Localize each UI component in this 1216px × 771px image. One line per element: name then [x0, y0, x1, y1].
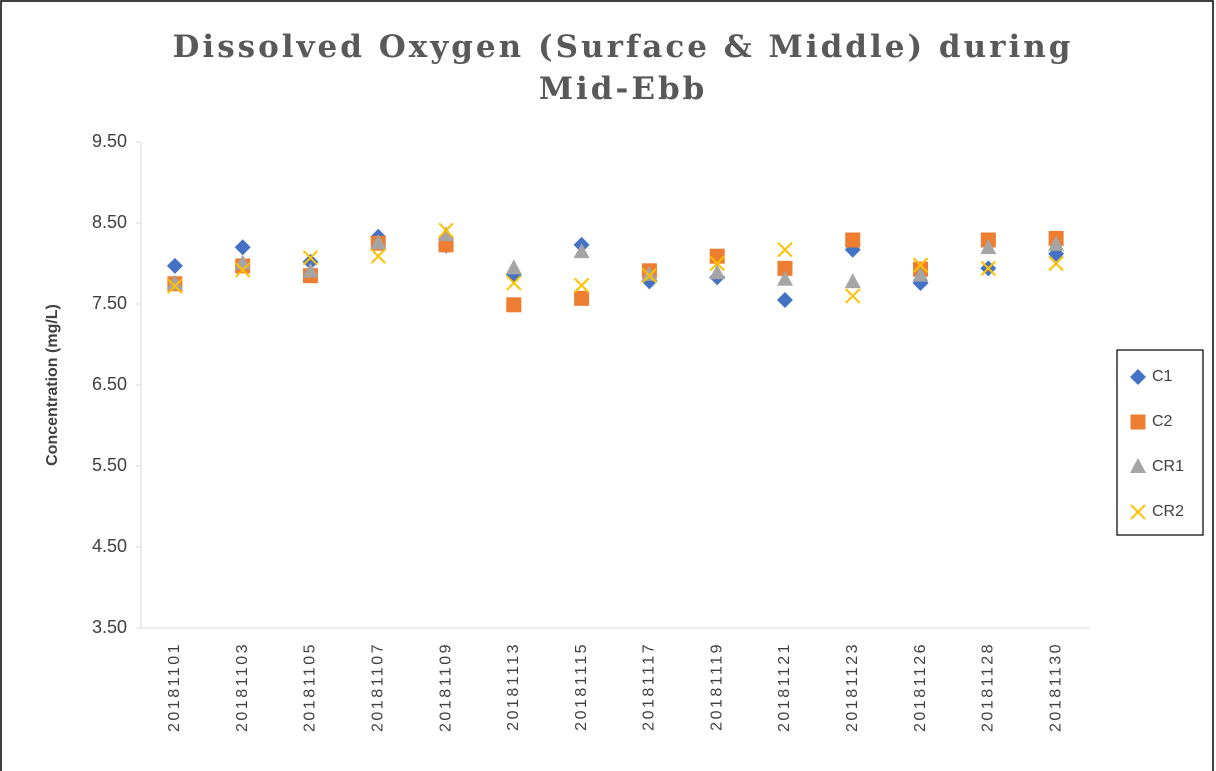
legend-label: CR1	[1152, 458, 1184, 475]
y-tick-label: 6.50	[92, 374, 127, 394]
x-tick-label: 20181113	[505, 642, 522, 731]
x-tick-label: 20181121	[776, 642, 793, 732]
y-tick-label: 8.50	[92, 212, 127, 232]
marker	[166, 274, 183, 290]
marker	[166, 257, 183, 274]
marker	[573, 243, 590, 259]
marker	[302, 253, 319, 270]
x-tick-label: 20181107	[369, 642, 386, 732]
marker	[370, 248, 386, 264]
marker	[234, 262, 251, 278]
marker	[776, 270, 793, 286]
legend-label: CR2	[1152, 503, 1184, 520]
x-tick-label: 20181115	[573, 642, 590, 731]
legend-label: C1	[1152, 368, 1173, 385]
marker	[438, 226, 455, 242]
marker	[370, 234, 387, 250]
marker	[573, 277, 590, 294]
y-axis-label: Concentration (mg/L)	[44, 304, 61, 466]
marker	[506, 297, 522, 313]
marker	[641, 265, 658, 281]
legend-box	[1116, 349, 1204, 536]
legend-marker	[1130, 414, 1146, 430]
marker	[1048, 255, 1064, 272]
marker	[845, 288, 861, 304]
marker	[167, 278, 183, 294]
marker	[912, 257, 929, 273]
marker	[506, 275, 522, 291]
y-tick-label: 9.50	[92, 131, 127, 151]
marker	[777, 242, 793, 258]
legend-marker	[1130, 458, 1146, 473]
x-tick-label: 20181123	[844, 642, 861, 732]
x-tick-label: 20181126	[912, 642, 929, 732]
x-tick-label: 20181128	[980, 642, 997, 732]
marker	[980, 260, 997, 277]
x-tick-label: 20181101	[166, 642, 183, 732]
x-tick-label: 20181130	[1047, 642, 1064, 732]
marker	[1048, 235, 1065, 251]
legend-marker	[1130, 369, 1146, 385]
y-tick-label: 3.50	[92, 617, 127, 637]
marker	[709, 255, 725, 272]
marker	[844, 273, 861, 289]
y-tick-label: 4.50	[92, 536, 127, 556]
marker	[980, 239, 997, 255]
marker	[912, 266, 929, 282]
legend-item: C2	[1130, 413, 1173, 430]
marker	[776, 291, 793, 308]
series	[166, 226, 1065, 290]
legend-item: CR2	[1130, 503, 1184, 520]
x-tick-label: 20181117	[641, 642, 658, 731]
x-tick-label: 20181105	[302, 642, 319, 732]
series	[166, 228, 1065, 308]
y-tick-label: 5.50	[92, 455, 127, 475]
marker	[777, 260, 793, 276]
x-tick-label: 20181103	[234, 642, 251, 732]
x-tick-label: 20181109	[437, 642, 454, 732]
marker	[302, 262, 319, 278]
marker	[709, 248, 725, 264]
chart-title: Dissolved Oxygen (Surface & Middle) duri…	[172, 29, 1074, 107]
series	[167, 222, 1064, 304]
marker	[438, 222, 454, 238]
y-tick-label: 7.50	[92, 293, 127, 313]
legend-item: CR1	[1130, 458, 1184, 475]
marker	[302, 250, 319, 266]
x-tick-label: 20181119	[708, 642, 725, 731]
marker	[505, 259, 522, 275]
legend-item: C1	[1130, 368, 1173, 385]
series	[167, 230, 1064, 313]
marker	[845, 232, 861, 248]
marker	[709, 264, 726, 280]
marker	[641, 267, 658, 284]
legend-marker	[1130, 504, 1146, 520]
legend-label: C2	[1152, 413, 1173, 430]
marker	[574, 290, 590, 306]
marker	[234, 239, 251, 256]
